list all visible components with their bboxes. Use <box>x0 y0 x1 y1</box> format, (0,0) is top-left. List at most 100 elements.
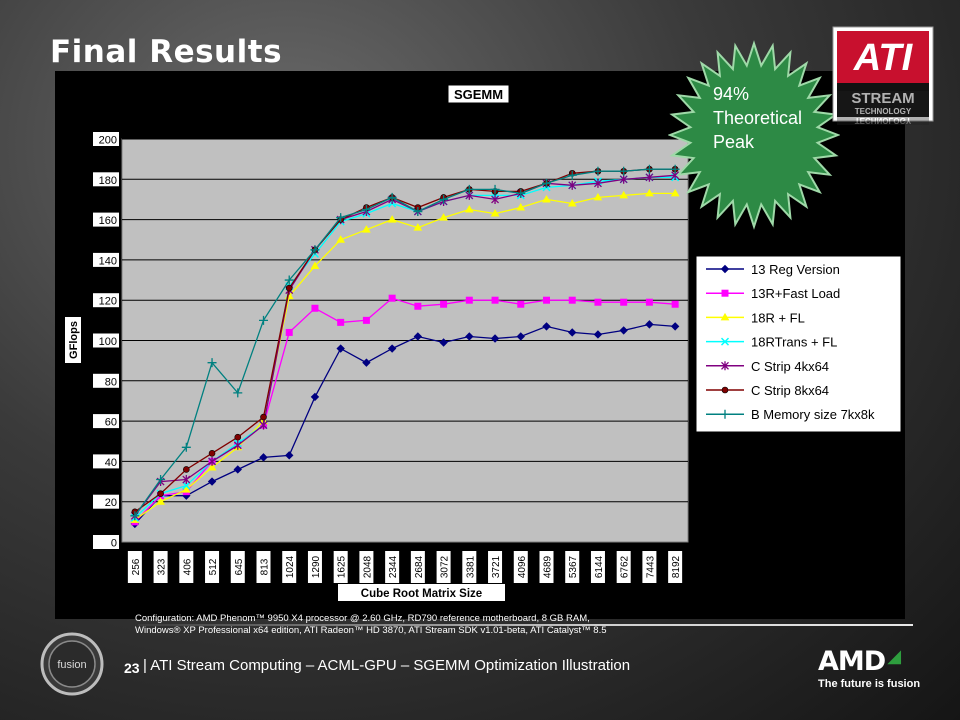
x-tick-label: 8192 <box>671 555 682 578</box>
series-1-point <box>619 326 628 335</box>
x-tick-label: 1625 <box>337 555 348 578</box>
series-1-point <box>310 392 320 402</box>
series-3-point <box>336 235 346 243</box>
y-tick-label-bg <box>93 172 119 187</box>
series-5-point <box>259 420 268 430</box>
x-tick-label: 3721 <box>491 555 502 578</box>
y-axis-label: GFlops <box>68 321 80 359</box>
legend-swatch-marker <box>721 289 729 297</box>
series-1-point <box>490 334 500 343</box>
x-tick-label: 813 <box>260 558 271 575</box>
series-3-point <box>542 194 551 203</box>
series-2-point <box>671 300 679 308</box>
series-5-point <box>593 178 602 188</box>
x-tick-label-bg <box>642 551 657 583</box>
legend-swatch-marker <box>721 386 729 394</box>
series-2-point <box>620 298 628 306</box>
y-tick-label: 0 <box>111 538 117 550</box>
slide-title: Final Results <box>50 34 283 70</box>
series-7-point <box>567 170 577 180</box>
series-3-point <box>413 223 423 231</box>
series-7-point <box>516 188 526 198</box>
series-3-point <box>181 485 191 493</box>
amd-tagline: The future is fusion <box>818 678 921 690</box>
y-tick-label: 200 <box>99 135 117 147</box>
series-5-point <box>233 440 242 450</box>
series-2-point <box>362 316 370 324</box>
legend-swatch-marker <box>721 361 729 371</box>
chart-title-box <box>447 84 510 104</box>
x-tick-label: 6762 <box>620 555 631 578</box>
x-tick-label: 323 <box>157 558 168 575</box>
x-tick-label-bg <box>513 551 528 583</box>
series-6-point <box>234 433 242 441</box>
series-2-point <box>517 300 525 308</box>
series-line-4 <box>134 176 676 519</box>
y-tick-label-bg <box>93 454 119 469</box>
series-line-5 <box>134 174 676 517</box>
series-1-point <box>207 477 217 486</box>
series-3-point <box>207 462 217 471</box>
x-tick-label: 4096 <box>517 555 528 578</box>
x-tick-label: 4689 <box>543 555 554 578</box>
legend-label: 18R + FL <box>751 310 805 325</box>
x-axis-label: Cube Root Matrix Size <box>361 588 482 600</box>
x-tick-label-bg <box>333 551 348 583</box>
series-3-point <box>156 497 165 505</box>
badge-text: 94% Theoretical Peak <box>713 82 833 154</box>
ati-logo-red-panel <box>837 31 929 83</box>
series-7-point <box>670 164 680 174</box>
x-tick-label-bg <box>385 551 400 583</box>
legend-label: C Strip 8kx64 <box>751 383 829 398</box>
page-number: 23 <box>124 660 140 676</box>
amd-logo-text: AMD <box>818 646 886 677</box>
x-axis-label-bg <box>338 584 505 601</box>
series-3-point <box>567 198 577 207</box>
x-tick-label-bg <box>668 551 683 583</box>
x-tick-label-bg <box>359 551 374 583</box>
y-tick-label-bg <box>93 535 119 549</box>
series-1-point <box>233 465 242 474</box>
y-tick-label: 160 <box>99 215 117 227</box>
series-line-7 <box>134 168 676 517</box>
amd-logo-wordmark: AMD ◢ <box>818 646 901 677</box>
series-3-point <box>593 192 603 201</box>
y-tick-label: 140 <box>99 255 117 267</box>
x-tick-label: 1290 <box>311 555 322 578</box>
x-tick-label: 2344 <box>388 555 399 578</box>
x-tick-label-bg <box>590 551 605 583</box>
series-2-point <box>337 318 345 326</box>
series-2-point <box>440 300 448 308</box>
legend-label: 13R+Fast Load <box>751 286 840 301</box>
legend-swatch-marker <box>720 337 730 346</box>
series-7-point <box>259 315 268 325</box>
series-6-point <box>285 284 293 292</box>
series-5-point <box>619 174 628 184</box>
x-tick-label: 2684 <box>414 555 425 578</box>
series-1-point <box>336 344 345 353</box>
y-tick-label-bg <box>93 494 119 509</box>
y-tick-label-bg <box>93 333 119 348</box>
x-tick-label-bg <box>179 551 194 583</box>
x-tick-label-bg <box>462 551 477 583</box>
x-tick-label: 6144 <box>594 555 605 578</box>
series-2-point <box>388 294 396 302</box>
ati-logo-reflection: TECHNOLOGY <box>855 116 912 125</box>
series-2-point <box>285 328 293 336</box>
series-7-point <box>156 475 166 485</box>
x-tick-label-bg <box>205 551 220 583</box>
x-tick-label: 406 <box>182 558 193 575</box>
series-7-point <box>413 207 423 217</box>
fusion-logo: fusion <box>40 632 104 696</box>
series-2-point <box>645 298 653 306</box>
peak-starburst-badge <box>668 40 840 230</box>
y-tick-label: 120 <box>99 296 117 308</box>
series-7-point <box>336 213 346 223</box>
x-tick-label-bg <box>565 551 580 583</box>
series-5-point <box>182 475 191 485</box>
series-6-point <box>183 466 190 473</box>
footer-divider <box>138 624 913 626</box>
series-1-point <box>259 453 268 462</box>
series-7-point <box>619 166 629 176</box>
y-tick-label-bg <box>93 252 119 267</box>
